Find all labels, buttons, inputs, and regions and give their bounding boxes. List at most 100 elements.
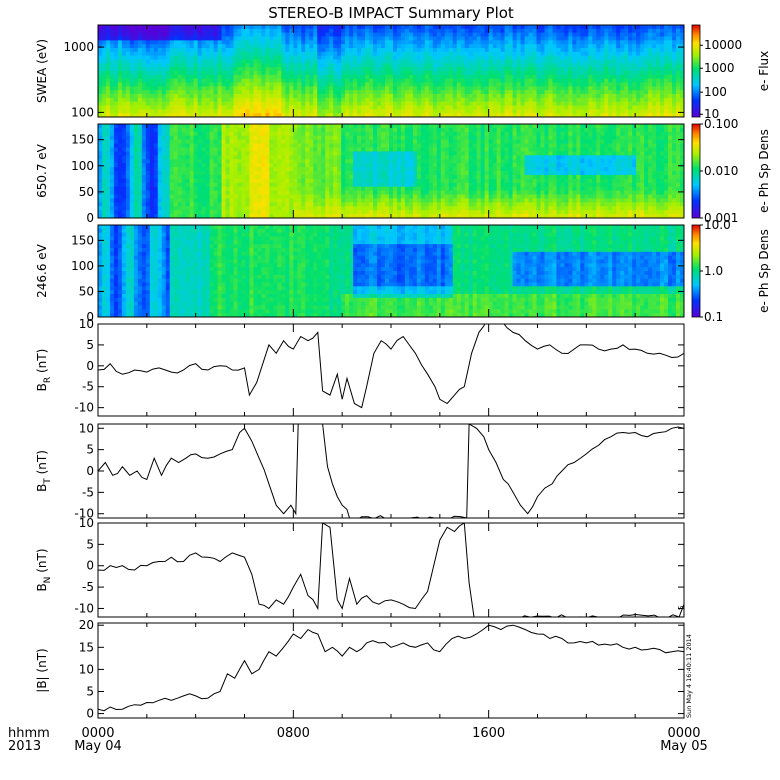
spectrogram-cell: [325, 143, 330, 149]
spectrogram-cell: [141, 105, 147, 110]
y-tick-label: 1000: [63, 40, 94, 54]
spectrogram-cell: [229, 210, 235, 215]
spectrogram-cell: [333, 135, 338, 141]
spectrogram-cell: [137, 71, 143, 76]
spectrogram-cell: [652, 67, 657, 72]
spectrogram-cell: [492, 113, 498, 117]
spectrogram-cell: [253, 178, 259, 184]
spectrogram-cell: [217, 171, 223, 176]
spectrogram-cell: [309, 174, 314, 180]
spectrogram-cell: [101, 55, 107, 61]
spectrogram-cell: [213, 90, 219, 95]
spectrogram-cell: [101, 182, 107, 188]
spectrogram-cell: [289, 190, 294, 196]
spectrogram-cell: [544, 105, 550, 110]
spectrogram-cell: [361, 40, 366, 45]
spectrogram-cell: [157, 71, 163, 76]
spectrogram-cell: [668, 113, 673, 117]
spectrogram-cell: [197, 174, 203, 180]
spectrogram-cell: [389, 74, 394, 80]
spectrogram-cell: [145, 59, 151, 64]
spectrogram-cell: [329, 198, 334, 203]
spectrogram-cell: [273, 174, 278, 180]
spectrogram-cell: [293, 67, 298, 72]
spectrogram-cell: [500, 59, 506, 64]
spectrogram-cell: [245, 167, 251, 172]
spectrogram-cell: [329, 202, 334, 207]
spectrogram-cell: [444, 82, 450, 87]
spectrogram-cell: [225, 139, 231, 145]
spectrogram-cell: [197, 171, 203, 176]
spectrogram-cell: [129, 86, 135, 91]
spectrogram-cell: [149, 210, 155, 215]
spectrogram-cell: [129, 171, 135, 176]
spectrogram-cell: [373, 63, 378, 68]
spectrogram-cell: [329, 124, 334, 129]
spectrogram-cell: [297, 71, 302, 76]
spectrogram-cell: [612, 82, 617, 87]
spectrogram-cell: [129, 155, 135, 160]
spectrogram-cell: [321, 174, 326, 180]
spectrogram-cell: [201, 36, 207, 41]
spectrogram-cell: [472, 94, 478, 99]
spectrogram-cell: [113, 182, 119, 188]
spectrogram-cell: [612, 36, 617, 41]
spectrogram-cell: [129, 174, 135, 180]
spectrogram-cell: [668, 59, 673, 64]
spectrogram-cell: [365, 59, 370, 64]
spectrogram-cell: [560, 28, 566, 34]
spectrogram-cell: [656, 40, 661, 45]
spectrogram-cell: [241, 48, 247, 53]
spectrogram-cell: [440, 113, 446, 117]
spectrogram-cell: [544, 63, 550, 68]
spectrogram-cell: [444, 94, 450, 99]
spectrogram-cell: [117, 67, 123, 72]
spectrogram-cell: [205, 155, 211, 160]
spectrogram-cell: [241, 139, 247, 145]
spectrogram-cell: [205, 198, 211, 203]
spectrogram-cell: [237, 178, 243, 184]
spectrogram-cell: [313, 25, 318, 30]
spectrogram-cell: [249, 206, 255, 211]
spectrogram-cell: [98, 101, 103, 107]
spectrogram-cell: [157, 67, 163, 72]
spectrogram-cell: [189, 163, 195, 168]
spectrogram-cell: [117, 86, 123, 91]
spectrogram-cell: [416, 109, 422, 114]
spectrogram-cell: [201, 190, 207, 196]
spectrogram-cell: [317, 151, 322, 156]
spectrogram-cell: [145, 155, 151, 160]
spectrogram-cell: [516, 74, 522, 80]
spectrogram-cell: [253, 55, 259, 61]
spectrogram-cell: [201, 97, 207, 103]
spectrogram-cell: [98, 40, 103, 45]
spectrogram-cell: [241, 44, 247, 49]
spectrogram-cell: [281, 159, 286, 164]
spectrogram-cell: [400, 101, 406, 107]
spectrogram-cell: [225, 25, 231, 30]
spectrogram-cell: [237, 44, 243, 49]
spectrogram-cell: [281, 190, 286, 196]
spectrogram-cell: [101, 190, 107, 196]
spectrogram-cell: [365, 86, 370, 91]
spectrogram-cell: [98, 198, 103, 203]
spectrogram-cell: [145, 127, 151, 133]
spectrogram-cell: [500, 113, 506, 117]
spectrogram-cell: [257, 171, 263, 176]
spectrogram-cell: [576, 78, 581, 84]
spectrogram-cell: [309, 28, 314, 34]
spectrogram-cell: [616, 51, 621, 57]
spectrogram-cell: [213, 25, 219, 30]
spectrogram-cell: [237, 86, 243, 91]
spectrogram-cell: [125, 198, 131, 203]
spectrogram-cell: [357, 97, 362, 103]
spectrogram-cell: [392, 97, 398, 103]
spectrogram-cell: [325, 44, 330, 49]
spectrogram-cell: [177, 139, 183, 145]
spectrogram-cell: [141, 206, 147, 211]
spectrogram-cell: [556, 109, 562, 114]
spectrogram-cell: [341, 90, 346, 95]
spectrogram-cell: [229, 86, 235, 91]
spectrogram-cell: [277, 186, 282, 192]
